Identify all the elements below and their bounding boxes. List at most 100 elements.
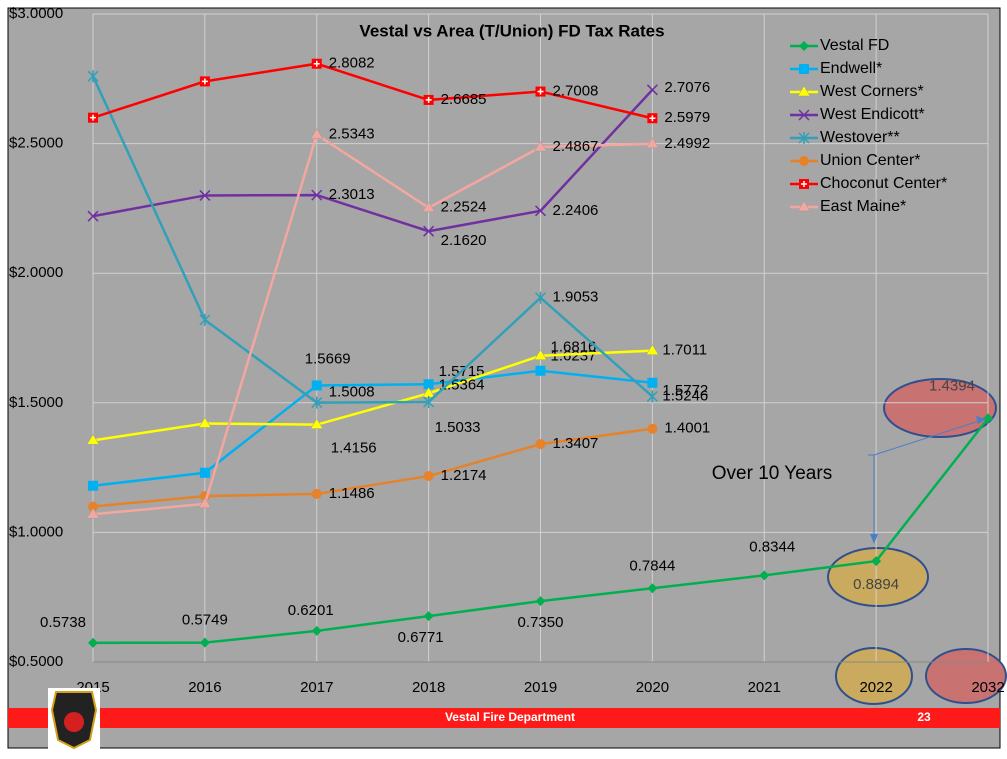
logo-emblem	[64, 712, 84, 732]
series-line	[91, 75, 654, 404]
x-tick-label: 2016	[188, 679, 221, 696]
marker	[423, 611, 434, 622]
series-line	[92, 369, 653, 487]
marker	[423, 379, 434, 390]
data-label: 1.7011	[662, 342, 707, 359]
data-label: 0.5738	[40, 614, 86, 631]
marker-detail	[425, 96, 432, 103]
legend-marker	[799, 41, 809, 51]
marker	[311, 488, 322, 499]
marker-detail	[201, 78, 208, 85]
data-label: 1.6816	[551, 339, 597, 356]
marker	[645, 137, 659, 149]
marker-detail	[537, 88, 544, 95]
arrow	[873, 419, 983, 456]
legend-label: Endwell*	[820, 60, 882, 77]
y-tick-label: $0.5000	[9, 653, 63, 670]
y-tick-label: $3.0000	[9, 5, 63, 22]
marker	[646, 84, 658, 96]
marker	[647, 583, 658, 594]
legend-item: Westover**	[790, 129, 900, 146]
legend-marker	[799, 64, 809, 74]
marker	[871, 556, 882, 567]
data-label: 2.1620	[441, 232, 487, 249]
data-label: 1.5008	[329, 384, 375, 401]
marker	[311, 396, 323, 409]
legend-item: West Corners*	[790, 83, 924, 100]
series-line	[92, 427, 653, 508]
marker	[645, 344, 659, 355]
marker	[422, 201, 436, 213]
data-label: 1.3407	[553, 435, 599, 452]
data-label: 0.7844	[629, 557, 675, 574]
legend-label: East Maine*	[820, 198, 906, 215]
legend-marker	[798, 109, 810, 121]
footer-bar	[8, 708, 1000, 728]
marker	[87, 210, 99, 222]
legend-item: Vestal FD	[790, 37, 889, 54]
data-label: 1.4001	[664, 420, 710, 437]
marker	[423, 395, 435, 408]
marker-detail	[313, 60, 320, 67]
marker	[534, 349, 547, 360]
marker	[88, 501, 98, 512]
data-label: 0.8344	[749, 538, 795, 555]
y-tick-label: $1.5000	[9, 394, 63, 411]
legend-label: West Endicott*	[820, 106, 925, 123]
legend-item: Choconut Center*	[790, 175, 947, 192]
data-label: 0.5749	[182, 612, 228, 629]
marker	[646, 390, 658, 403]
legend-label: Choconut Center*	[820, 175, 947, 192]
data-label: 2.2406	[553, 202, 599, 219]
data-label: 2.5343	[329, 126, 375, 143]
data-label: 2.8082	[329, 55, 375, 72]
marker	[983, 413, 993, 424]
chart-area	[7, 7, 1001, 749]
data-label: 1.9053	[553, 289, 599, 306]
marker	[199, 313, 211, 326]
arrow-head	[870, 534, 878, 544]
data-label: 1.5033	[435, 419, 481, 436]
marker	[86, 507, 100, 519]
legend-label: Union Center*	[820, 152, 921, 169]
marker	[535, 596, 546, 607]
legend-marker	[797, 200, 811, 212]
legend-label: Westover**	[820, 129, 900, 146]
x-tick-label: 2021	[748, 679, 781, 696]
data-label: 2.6685	[441, 91, 487, 108]
marker	[535, 365, 546, 376]
series-line	[92, 349, 653, 442]
highlight-ellipse	[827, 547, 929, 607]
legend-item: Endwell*	[790, 60, 882, 77]
marker	[199, 637, 210, 648]
legend-marker	[797, 85, 811, 97]
y-tick-label: $2.5000	[9, 135, 63, 152]
legend-item: Union Center*	[790, 152, 921, 169]
legend-marker	[799, 156, 809, 166]
legend-item: West Endicott*	[790, 106, 925, 123]
highlight-ellipse	[883, 378, 997, 438]
legend-label: Vestal FD	[820, 37, 889, 54]
marker	[647, 377, 658, 388]
marker	[311, 189, 323, 201]
data-label: 1.5246	[662, 387, 708, 404]
marker	[534, 140, 547, 152]
marker	[199, 467, 210, 478]
series-line	[92, 88, 654, 233]
chart-title: Vestal vs Area (T/Union) FD Tax Rates	[359, 21, 664, 40]
page-number: 23	[917, 710, 931, 724]
data-label: 1.6237	[551, 348, 597, 365]
data-label: 2.7076	[664, 79, 710, 96]
marker	[87, 70, 99, 83]
marker-detail	[649, 115, 656, 122]
plot: 2015 2016 2017 2018 2019 2020 2021 2022 2032$0.5…	[9, 5, 1005, 696]
data-label: 0.6771	[398, 629, 444, 646]
marker	[310, 418, 324, 429]
legend-marker	[798, 132, 810, 144]
legend-item: East Maine*	[790, 198, 906, 215]
marker	[311, 380, 322, 391]
footer-text: Vestal Fire Department	[445, 710, 575, 724]
data-label: 2.7008	[553, 83, 599, 100]
data-label: 0.6201	[288, 602, 334, 619]
